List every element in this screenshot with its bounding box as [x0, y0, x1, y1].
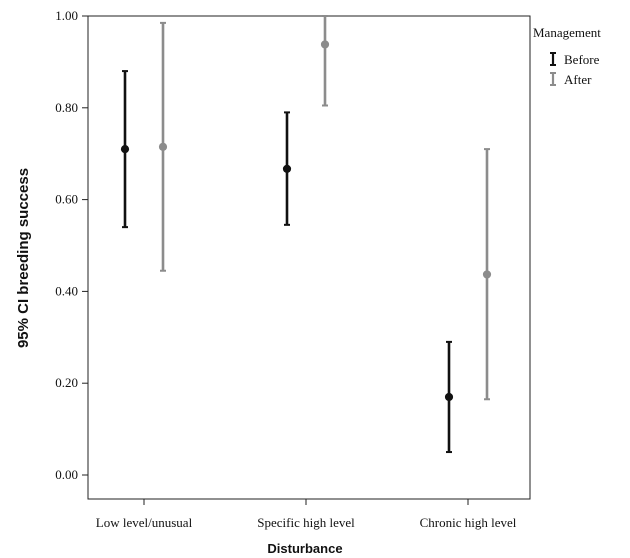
- y-axis: 0.00 0.20 0.40 0.60 0.80 1.00: [55, 8, 88, 482]
- y-tick-label: 0.20: [55, 375, 78, 390]
- x-tick-label: Chronic high level: [420, 515, 517, 530]
- errorbar-after-2: [482, 148, 492, 401]
- y-tick-label: 0.40: [55, 283, 78, 298]
- y-axis-label: 95% CI breeding success: [15, 168, 32, 348]
- errorbar-after-1: [320, 15, 330, 107]
- y-tick-label: 1.00: [55, 8, 78, 23]
- series-layer: [120, 15, 492, 454]
- x-axis: Low level/unusual Specific high level Chro…: [96, 499, 517, 530]
- legend-label-after: After: [564, 72, 592, 87]
- errorbar-before-2: [444, 340, 454, 454]
- legend-item-before: Before: [550, 52, 600, 67]
- mean-point: [444, 392, 454, 402]
- y-tick-label: 0.60: [55, 192, 78, 207]
- x-tick-label: Low level/unusual: [96, 515, 193, 530]
- errorbar-after-0: [158, 21, 168, 272]
- legend-label-before: Before: [564, 52, 600, 67]
- errorbar-before-1: [282, 111, 292, 226]
- mean-point: [482, 270, 492, 279]
- mean-point: [320, 40, 330, 49]
- legend-title: Management: [533, 25, 601, 40]
- legend-swatch-after: [550, 72, 556, 86]
- x-axis-label: Disturbance: [267, 541, 342, 556]
- y-tick-label: 0.00: [55, 467, 78, 482]
- x-tick-label: Specific high level: [257, 515, 355, 530]
- mean-point: [120, 145, 130, 154]
- legend-item-after: After: [550, 72, 592, 87]
- legend: Management Before After: [533, 25, 601, 87]
- errorbar-before-0: [120, 70, 130, 229]
- mean-point: [158, 142, 168, 151]
- legend-swatch-before: [550, 52, 556, 66]
- mean-point: [282, 164, 292, 173]
- y-tick-label: 0.80: [55, 100, 78, 115]
- plot-frame: [87, 15, 531, 500]
